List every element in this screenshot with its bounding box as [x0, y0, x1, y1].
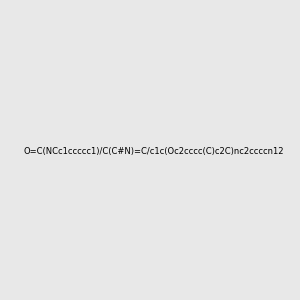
- Text: O=C(NCc1ccccc1)/C(C#N)=C/c1c(Oc2cccc(C)c2C)nc2ccccn12: O=C(NCc1ccccc1)/C(C#N)=C/c1c(Oc2cccc(C)c…: [23, 147, 284, 156]
